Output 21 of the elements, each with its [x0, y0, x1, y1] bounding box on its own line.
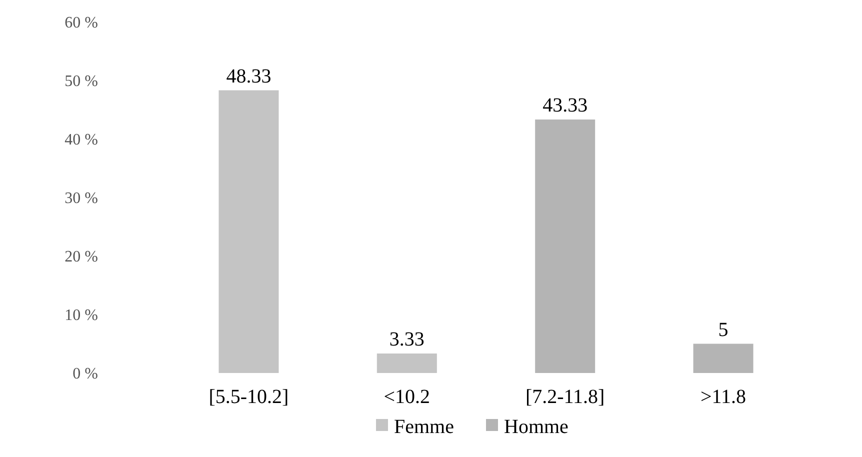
x-tick-label: <10.2: [384, 386, 430, 408]
bar: [376, 354, 437, 373]
y-tick-label: 50 %: [64, 73, 98, 90]
y-tick-label: 0 %: [72, 366, 98, 383]
x-tick-label: [7.2-11.8]: [525, 386, 605, 408]
data-label: 43.33: [542, 94, 588, 117]
data-label: 5: [718, 318, 728, 341]
y-tick-label: 20 %: [64, 248, 98, 266]
legend-label: Femme: [394, 416, 454, 438]
x-tick-label: >11.8: [700, 386, 746, 408]
data-label: 3.33: [389, 328, 424, 351]
y-tick-label: 40 %: [64, 132, 98, 149]
data-label: 48.33: [226, 65, 272, 88]
x-tick-label: [5.5-10.2]: [208, 386, 289, 408]
bar: [218, 90, 279, 373]
y-tick-label: 10 %: [64, 307, 98, 324]
bar: [693, 344, 754, 373]
bar: [535, 120, 596, 373]
legend-label: Homme: [504, 416, 569, 438]
y-tick-label: 30 %: [64, 190, 98, 208]
y-tick-label: 60 %: [64, 14, 98, 32]
